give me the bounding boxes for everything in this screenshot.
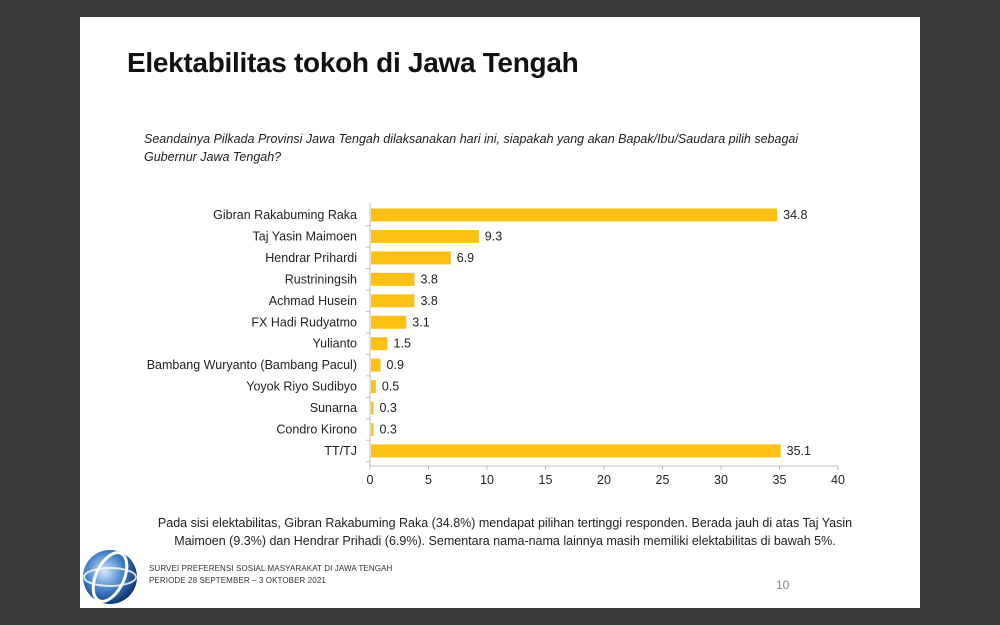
category-label: Gibran Rakabuming Raka xyxy=(213,208,357,222)
page-number: 10 xyxy=(776,578,790,592)
bar xyxy=(371,401,374,415)
bar xyxy=(371,315,407,329)
category-label: Yoyok Riyo Sudibyo xyxy=(246,380,357,394)
category-label: Sunarna xyxy=(310,401,357,415)
bar xyxy=(371,423,374,436)
bar xyxy=(371,272,415,286)
category-label: Rustriningsih xyxy=(285,272,357,286)
category-label: Bambang Wuryanto (Bambang Pacul) xyxy=(147,358,357,372)
x-tick-label: 20 xyxy=(597,473,611,487)
bar xyxy=(371,229,479,243)
footer-period: PERIODE 28 SEPTEMBER – 3 OKTOBER 2021 xyxy=(149,576,326,585)
footer-survey-name: SURVEI PREFERENSI SOSIAL MASYARAKAT DI J… xyxy=(149,564,393,573)
summary-text: Pada sisi elektabilitas, Gibran Rakabumi… xyxy=(157,516,853,548)
value-label: 0.3 xyxy=(380,401,397,415)
value-label: 0.3 xyxy=(380,423,397,437)
x-tick-label: 0 xyxy=(367,473,374,487)
value-label: 6.9 xyxy=(457,251,474,265)
category-label: FX Hadi Rudyatmo xyxy=(251,315,357,329)
category-label: Achmad Husein xyxy=(269,294,357,308)
globe-logo-icon xyxy=(83,550,137,604)
value-label: 9.3 xyxy=(485,229,502,243)
footer-text: SURVEI PREFERENSI SOSIAL MASYARAKAT DI J… xyxy=(149,563,392,587)
survey-question: Seandainya Pilkada Provinsi Jawa Tengah … xyxy=(144,132,799,164)
slide-title: Elektabilitas tokoh di Jawa Tengah xyxy=(127,47,579,78)
bar xyxy=(371,444,781,458)
bar xyxy=(371,380,376,394)
value-label: 3.8 xyxy=(420,294,437,308)
bar xyxy=(371,294,415,308)
bar xyxy=(371,358,381,372)
category-label: Hendrar Prihardi xyxy=(265,251,357,265)
category-label: TT/TJ xyxy=(324,444,357,458)
category-label: Yulianto xyxy=(313,337,358,351)
bar xyxy=(371,208,778,222)
x-tick-label: 15 xyxy=(539,473,553,487)
x-tick-label: 10 xyxy=(480,473,494,487)
value-label: 3.8 xyxy=(420,272,437,286)
category-label: Condro Kirono xyxy=(276,423,357,437)
value-label: 35.1 xyxy=(787,444,811,458)
x-tick-label: 5 xyxy=(425,473,432,487)
bar xyxy=(371,251,451,265)
category-label: Taj Yasin Maimoen xyxy=(253,229,357,243)
slide: Elektabilitas tokoh di Jawa Tengah Seand… xyxy=(80,17,920,608)
value-label: 0.9 xyxy=(387,358,404,372)
x-tick-label: 40 xyxy=(831,473,845,487)
value-label: 34.8 xyxy=(783,208,807,222)
x-tick-label: 25 xyxy=(656,473,670,487)
value-label: 1.5 xyxy=(394,337,411,351)
value-label: 0.5 xyxy=(382,380,399,394)
x-tick-label: 30 xyxy=(714,473,728,487)
value-label: 3.1 xyxy=(412,315,429,329)
bar-chart: Gibran Rakabuming Raka 34.8 Taj Yasin Maim… xyxy=(147,203,845,487)
x-tick-label: 35 xyxy=(773,473,787,487)
bar xyxy=(371,337,388,351)
